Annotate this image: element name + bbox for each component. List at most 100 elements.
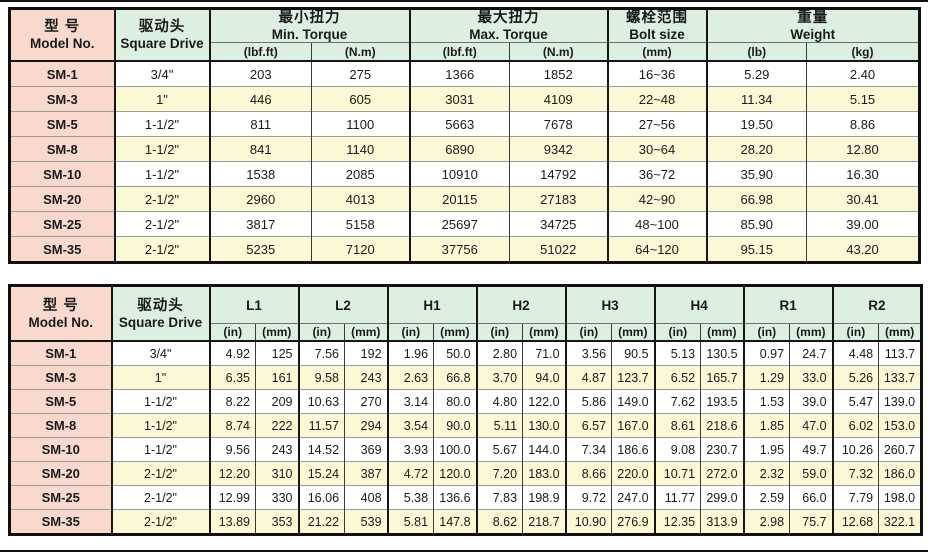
square-drive-cell: 2-1/2" xyxy=(110,485,210,510)
value-cell: 8.74 xyxy=(208,413,256,438)
value-cell: 310 xyxy=(254,461,299,486)
value-cell: 8.61 xyxy=(653,413,701,438)
value-cell: 2.32 xyxy=(742,461,790,486)
value-cell: 10.71 xyxy=(653,461,701,486)
value-cell: 90.5 xyxy=(611,340,655,366)
value-cell: 811 xyxy=(208,111,312,137)
top-rule xyxy=(0,0,928,2)
value-cell: 408 xyxy=(344,485,388,510)
value-cell: 5.29 xyxy=(705,60,807,87)
value-cell: 90.0 xyxy=(433,413,477,438)
unit-header: (N.m) xyxy=(508,42,608,61)
value-cell: 161 xyxy=(254,365,299,390)
group-header: H2 xyxy=(475,285,566,324)
value-cell: 299.0 xyxy=(700,485,744,510)
header-row: 型 号 Model No. 驱动头 Square Drive 最小扭力 Min. Torq… xyxy=(9,8,920,61)
value-cell: 276.9 xyxy=(611,509,655,535)
value-cell: 36~72 xyxy=(606,161,707,187)
unit-header: (in) xyxy=(564,323,612,341)
unit-header: (in) xyxy=(742,323,790,341)
value-cell: 220.0 xyxy=(611,461,655,486)
value-cell: 5.81 xyxy=(386,509,434,535)
value-cell: 260.7 xyxy=(878,437,922,462)
value-cell: 85.90 xyxy=(705,211,807,237)
value-cell: 130.0 xyxy=(522,413,566,438)
table-row: SM-10 1-1/2" 9.56 243 14.52 369 3.93 100.0 5.67 1… xyxy=(9,437,922,462)
table-row: SM-20 2-1/2" 12.20 310 15.24 387 4.72 120.0 7.20… xyxy=(9,461,922,486)
unit-header: (lb) xyxy=(705,42,807,61)
value-cell: 186.6 xyxy=(611,437,655,462)
value-cell: 11.57 xyxy=(297,413,345,438)
value-cell: 10.63 xyxy=(297,389,345,414)
value-cell: 198.0 xyxy=(878,485,922,510)
value-cell: 5.11 xyxy=(475,413,523,438)
value-cell: 4.72 xyxy=(386,461,434,486)
value-cell: 75.7 xyxy=(789,509,833,535)
value-cell: 100.0 xyxy=(433,437,477,462)
square-drive-header-en: Square Drive xyxy=(118,314,203,330)
value-cell: 43.20 xyxy=(806,236,920,263)
value-cell: 22~48 xyxy=(606,86,707,112)
value-cell: 3817 xyxy=(208,211,312,237)
value-cell: 147.8 xyxy=(433,509,477,535)
unit-header: (in) xyxy=(831,323,879,341)
value-cell: 6.02 xyxy=(831,413,879,438)
model-cell: SM-20 xyxy=(9,186,115,212)
value-cell: 9.58 xyxy=(297,365,345,390)
value-cell: 120.0 xyxy=(433,461,477,486)
value-cell: 33.0 xyxy=(789,365,833,390)
value-cell: 6.57 xyxy=(564,413,612,438)
value-cell: 5.67 xyxy=(475,437,523,462)
value-cell: 165.7 xyxy=(700,365,744,390)
value-cell: 12.99 xyxy=(208,485,256,510)
value-cell: 10910 xyxy=(408,161,510,187)
model-cell: SM-35 xyxy=(9,236,115,263)
value-cell: 5158 xyxy=(311,211,410,237)
unit-header: (mm) xyxy=(433,323,477,341)
group-header: H4 xyxy=(653,285,744,324)
value-cell: 0.97 xyxy=(742,340,790,366)
value-cell: 139.0 xyxy=(878,389,922,414)
value-cell: 841 xyxy=(208,136,312,162)
group-header-en: L2 xyxy=(335,297,351,313)
model-cell: SM-1 xyxy=(9,340,112,366)
value-cell: 30~64 xyxy=(606,136,707,162)
value-cell: 12.20 xyxy=(208,461,256,486)
unit-header-row: (lbf.ft) (N.m) (lbf.ft) (N.m) (mm) (lb) (kg) xyxy=(10,42,920,61)
model-cell: SM-25 xyxy=(9,211,115,237)
value-cell: 209 xyxy=(254,389,299,414)
value-cell: 19.50 xyxy=(705,111,807,137)
value-cell: 9.72 xyxy=(564,485,612,510)
value-cell: 5235 xyxy=(208,236,312,263)
unit-header: (mm) xyxy=(611,323,655,341)
table-row: SM-3 1" 6.35 161 9.58 243 2.63 66.8 3.70 94.0 4.87… xyxy=(9,365,922,390)
square-drive-cell: 1-1/2" xyxy=(113,161,210,187)
model-cell: SM-5 xyxy=(9,389,112,414)
square-drive-header-zh: 驱动头 xyxy=(137,297,184,314)
value-cell: 186.0 xyxy=(878,461,922,486)
model-cell: SM-8 xyxy=(9,413,112,438)
value-cell: 275 xyxy=(311,60,410,87)
group-header: 最小扭力 Min. Torque xyxy=(208,8,410,43)
value-cell: 16.30 xyxy=(806,161,920,187)
unit-header: (in) xyxy=(653,323,701,341)
value-cell: 16~36 xyxy=(606,60,707,87)
value-cell: 2085 xyxy=(311,161,410,187)
value-cell: 20115 xyxy=(408,186,510,212)
group-header-en: R1 xyxy=(779,297,797,313)
value-cell: 446 xyxy=(208,86,312,112)
value-cell: 539 xyxy=(344,509,388,535)
value-cell: 5.38 xyxy=(386,485,434,510)
group-header-en: R2 xyxy=(868,297,886,313)
value-cell: 167.0 xyxy=(611,413,655,438)
square-drive-cell: 1-1/2" xyxy=(113,111,210,137)
value-cell: 7.32 xyxy=(831,461,879,486)
value-cell: 6.52 xyxy=(653,365,701,390)
value-cell: 8.66 xyxy=(564,461,612,486)
value-cell: 149.0 xyxy=(611,389,655,414)
model-no-header-en: Model No. xyxy=(28,314,94,330)
model-cell: SM-1 xyxy=(9,60,115,87)
value-cell: 28.20 xyxy=(705,136,807,162)
value-cell: 183.0 xyxy=(522,461,566,486)
value-cell: 243 xyxy=(254,437,299,462)
